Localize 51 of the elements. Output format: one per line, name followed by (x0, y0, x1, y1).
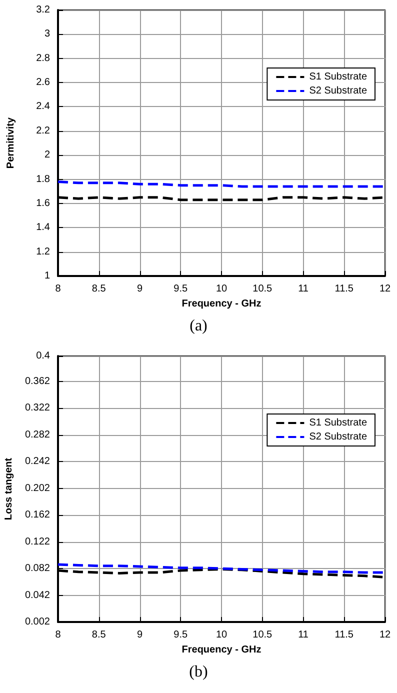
y-tick-label: 0.122 (24, 536, 50, 548)
y-tick-label: 0.042 (24, 590, 50, 601)
y-tick-label: 1.4 (36, 222, 50, 234)
x-axis-title: Frequency - GHz (182, 298, 262, 310)
x-tick-label: 10.5 (252, 284, 273, 294)
x-tick-label: 12 (379, 284, 391, 294)
x-tick-label: 12 (379, 630, 391, 640)
y-tick-label: 2 (44, 150, 50, 161)
y-tick-label: 0.242 (24, 456, 50, 468)
x-tick-label: 9 (136, 284, 143, 294)
x-tick-label: 11 (298, 630, 309, 640)
x-tick-label: 10.5 (252, 630, 273, 640)
x-tick-label: 8.5 (92, 284, 106, 294)
x-axis-title: Frequency - GHz (182, 644, 262, 656)
legend-label: S1 Substrate (309, 72, 368, 82)
text: (b) (189, 664, 208, 680)
y-axis-title: Loss tangent (4, 457, 15, 520)
y-tick-label: 0.202 (24, 482, 50, 494)
x-tick-label: 9.5 (174, 630, 188, 640)
y-tick-label: 3 (44, 28, 50, 40)
y-tick-label: 0.322 (24, 402, 50, 414)
x-tick-label: 9.5 (174, 284, 188, 294)
y-tick-label: 2.2 (36, 125, 50, 136)
y-tick-label: 0.162 (24, 510, 50, 521)
y-tick-label: 1.2 (36, 246, 50, 258)
x-tick-label: 8 (55, 630, 62, 640)
x-tick-label: 8 (55, 284, 62, 294)
legend-label: S2 Substrate (309, 86, 368, 96)
x-tick-label: 8.5 (92, 630, 106, 640)
x-tick-label: 11.5 (334, 630, 354, 640)
y-tick-label: 2.6 (36, 77, 50, 88)
y-tick-label: 3.2 (36, 4, 50, 16)
x-tick-label: 9 (136, 630, 143, 640)
x-tick-label: 11.5 (334, 284, 354, 294)
y-tick-label: 2.8 (36, 52, 50, 64)
x-tick-label: 10 (216, 630, 228, 640)
legend-label: S1 Substrate (309, 418, 368, 428)
y-tick-label: 1.6 (36, 198, 50, 209)
text: (a) (190, 318, 208, 334)
x-tick-label: 10 (216, 284, 228, 294)
y-tick-label: 0.002 (24, 616, 50, 628)
y-tick-label: 1 (44, 270, 50, 282)
y-tick-label: 0.282 (24, 429, 50, 440)
y-tick-label: 2.4 (36, 101, 50, 112)
y-tick-label: 0.362 (24, 376, 50, 387)
y-tick-label: 1.8 (36, 174, 50, 185)
y-axis-title: Permitivity (6, 117, 16, 169)
x-tick-label: 11 (298, 284, 309, 294)
y-tick-label: 0.4 (36, 350, 50, 362)
legend-label: S2 Substrate (309, 432, 368, 442)
y-tick-label: 0.082 (24, 563, 50, 574)
